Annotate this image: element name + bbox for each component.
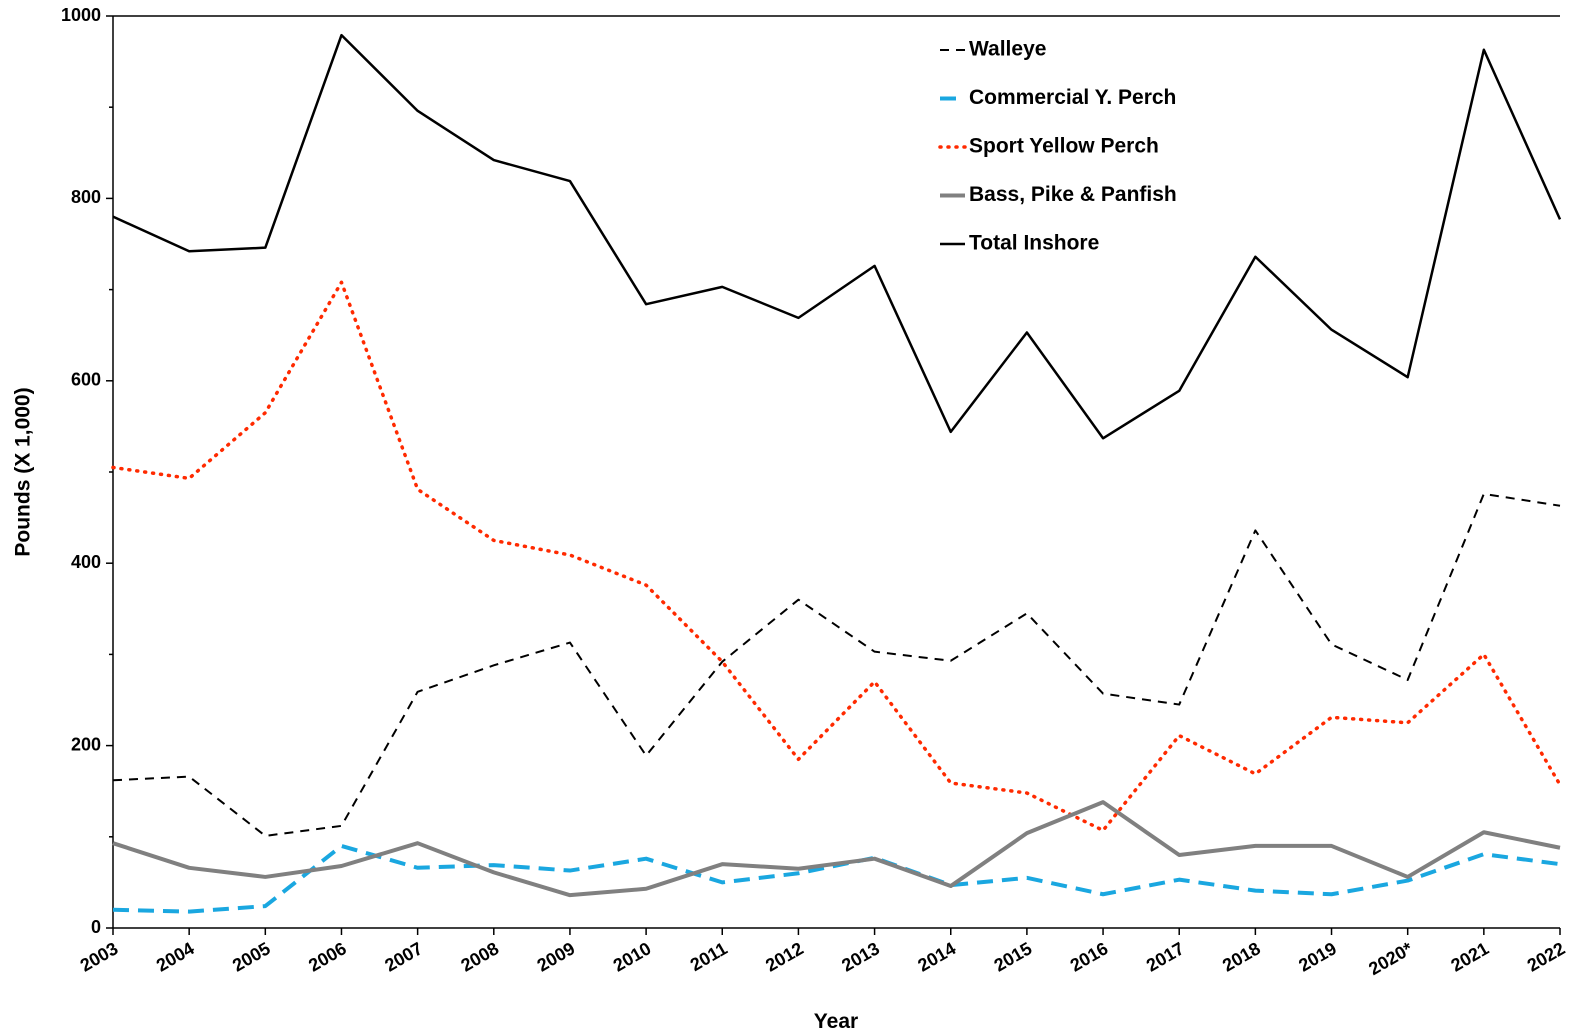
x-tick-label: 2019 <box>1295 938 1340 975</box>
x-tick-label: 2016 <box>1067 938 1112 975</box>
y-axis-title: Pounds (X 1,000) <box>12 387 35 556</box>
x-tick-label: 2003 <box>77 938 122 975</box>
series-line <box>112 33 1562 440</box>
y-tick-label: 1000 <box>61 5 101 25</box>
x-tick-label: 2009 <box>534 938 579 975</box>
y-tick-label: 400 <box>71 552 101 572</box>
legend-label: Commercial Y. Perch <box>969 86 1176 109</box>
x-tick-label: 2013 <box>838 938 883 975</box>
x-tick-label: 2012 <box>762 938 807 975</box>
y-tick-label: 800 <box>71 187 101 207</box>
x-tick-label: 2017 <box>1143 938 1188 975</box>
x-tick-label: 2020* <box>1365 938 1416 979</box>
legend-label: Bass, Pike & Panfish <box>969 183 1177 206</box>
series-line <box>112 800 1561 898</box>
x-tick-label: 2018 <box>1219 938 1264 975</box>
x-tick-label: 2014 <box>914 938 959 975</box>
series-line <box>111 280 1562 833</box>
x-tick-label: 2006 <box>305 938 350 975</box>
legend-label: Sport Yellow Perch <box>969 135 1159 158</box>
legend-label: Walleye <box>969 38 1046 61</box>
series-line <box>112 843 1561 914</box>
x-tick-label: 2015 <box>991 938 1036 975</box>
x-tick-label: 2021 <box>1448 938 1493 975</box>
y-tick-label: 600 <box>71 370 101 390</box>
x-tick-label: 2004 <box>153 938 198 975</box>
y-tick-label: 200 <box>71 734 101 754</box>
x-tick-label: 2010 <box>610 938 655 975</box>
x-axis-title: Year <box>814 1010 858 1031</box>
x-tick-label: 2011 <box>687 938 731 975</box>
legend-label: Total Inshore <box>969 232 1099 255</box>
x-tick-label: 2022 <box>1524 938 1569 975</box>
x-tick-label: 2007 <box>381 938 426 975</box>
x-tick-label: 2008 <box>457 938 502 975</box>
y-tick-label: 0 <box>91 917 101 937</box>
x-tick-label: 2005 <box>229 938 274 975</box>
series-line <box>112 492 1561 837</box>
